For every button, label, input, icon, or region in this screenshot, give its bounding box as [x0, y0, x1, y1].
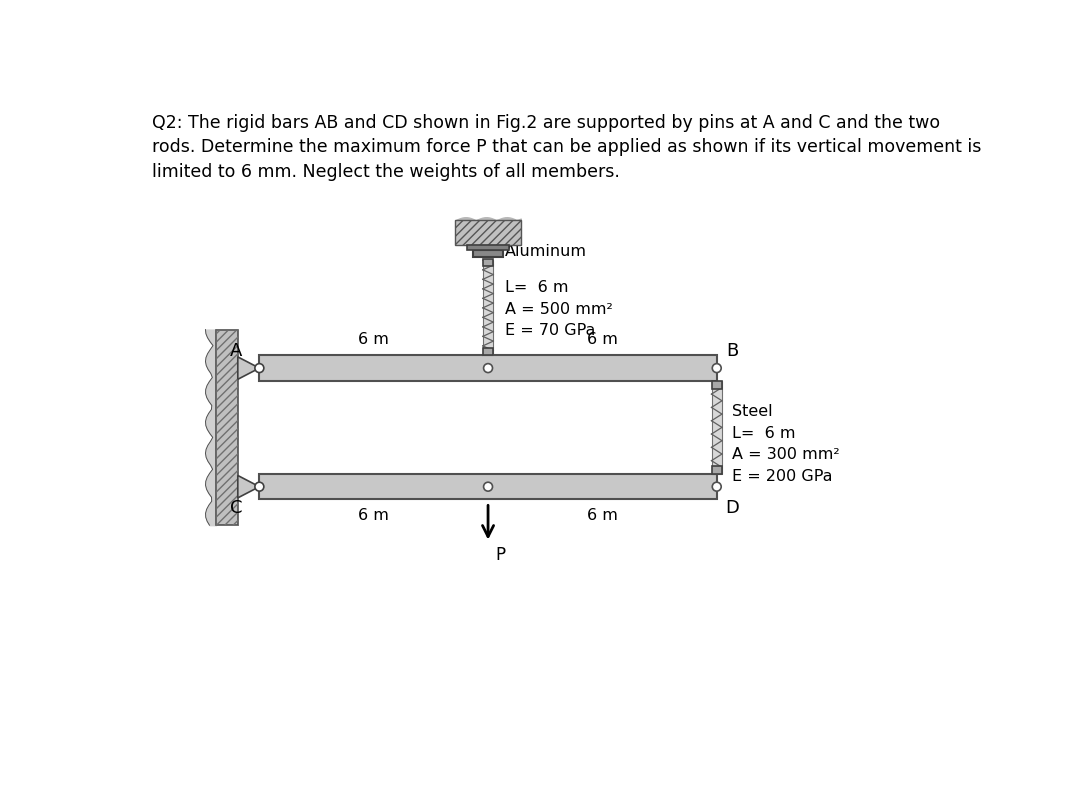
Text: D: D: [725, 499, 739, 517]
Text: L=  6 m: L= 6 m: [732, 426, 796, 441]
Bar: [216, 330, 238, 525]
Polygon shape: [238, 475, 259, 498]
Text: E = 200 GPa: E = 200 GPa: [732, 469, 833, 484]
Text: Q2: The rigid bars AB and CD shown in Fig.2 are supported by pins at A and C and: Q2: The rigid bars AB and CD shown in Fi…: [151, 114, 981, 181]
Bar: [259, 355, 717, 380]
Polygon shape: [238, 357, 259, 380]
Bar: [483, 259, 494, 267]
Text: Steel: Steel: [732, 404, 773, 419]
Bar: [473, 250, 502, 257]
Bar: [216, 330, 238, 525]
Text: E = 70 GPa: E = 70 GPa: [505, 323, 595, 338]
Text: Aluminum: Aluminum: [505, 244, 588, 259]
Text: 6 m: 6 m: [586, 332, 618, 346]
Circle shape: [484, 364, 492, 373]
Circle shape: [713, 482, 721, 491]
Text: A: A: [230, 342, 242, 360]
Text: L=  6 m: L= 6 m: [505, 280, 568, 295]
Text: B: B: [726, 342, 739, 360]
Circle shape: [484, 482, 492, 491]
Bar: [483, 348, 494, 355]
Circle shape: [713, 364, 721, 373]
Bar: [456, 220, 521, 245]
Circle shape: [255, 364, 264, 373]
Text: 6 m: 6 m: [359, 332, 389, 346]
Text: C: C: [230, 499, 243, 517]
Text: P: P: [496, 545, 505, 564]
Text: 6 m: 6 m: [359, 508, 389, 523]
Text: A = 300 mm²: A = 300 mm²: [732, 447, 840, 462]
Bar: [483, 260, 494, 355]
Bar: [712, 380, 721, 388]
Bar: [467, 245, 510, 250]
Bar: [712, 380, 721, 474]
Text: A = 500 mm²: A = 500 mm²: [505, 302, 612, 317]
Bar: [712, 466, 721, 474]
Text: 6 m: 6 m: [586, 508, 618, 523]
Bar: [259, 474, 717, 499]
Circle shape: [255, 482, 264, 491]
